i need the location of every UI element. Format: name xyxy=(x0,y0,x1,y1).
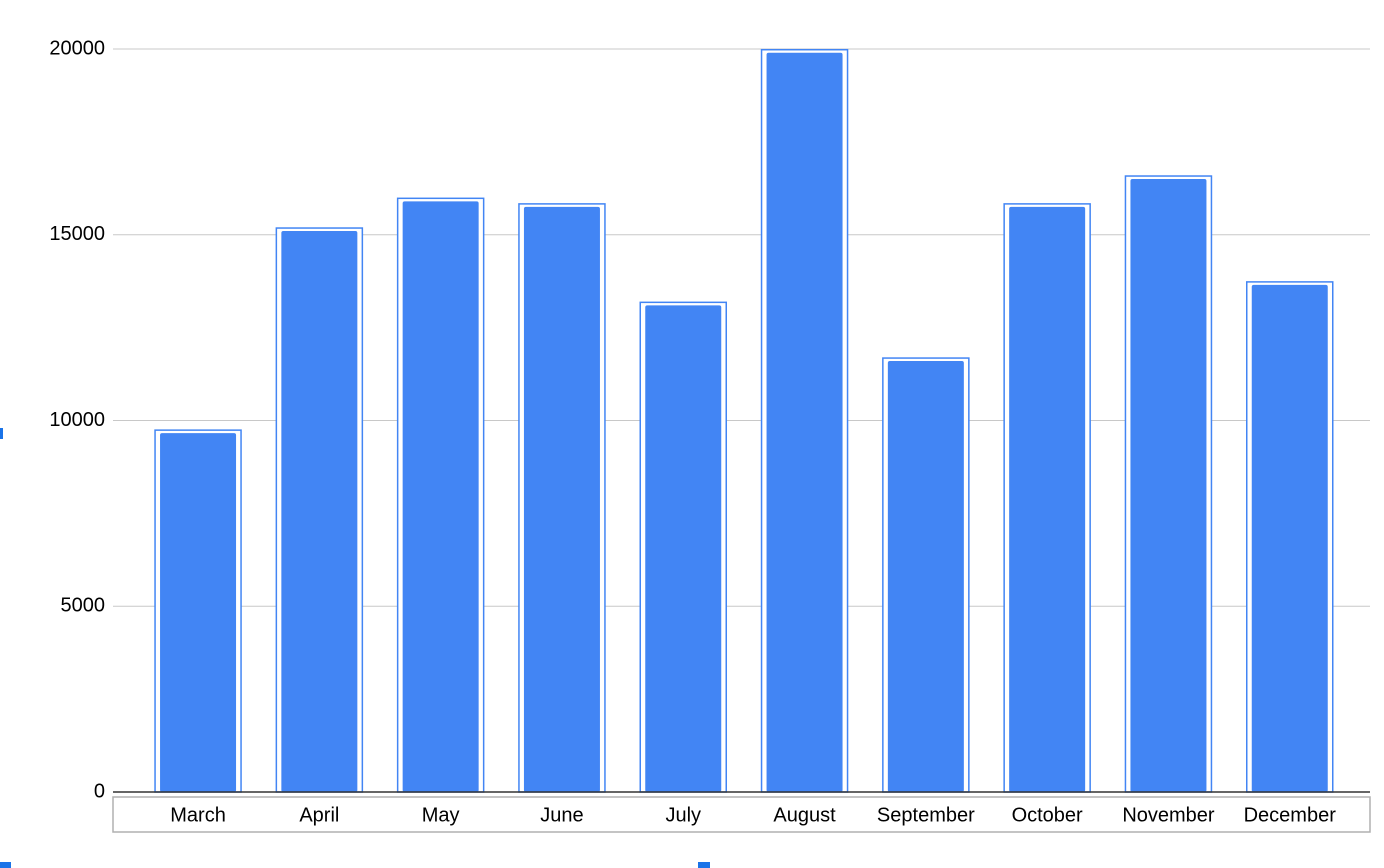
bar-group xyxy=(1003,203,1091,793)
bar xyxy=(645,305,722,792)
y-tick-label: 10000 xyxy=(49,409,105,431)
bar xyxy=(1130,179,1207,792)
bar-group xyxy=(396,197,485,793)
y-tick-label: 15000 xyxy=(49,223,105,245)
bar xyxy=(1009,206,1086,792)
bar xyxy=(766,52,843,792)
bar-group xyxy=(882,357,970,793)
x-tick-label: April xyxy=(299,804,339,826)
y-tick-label: 20000 xyxy=(49,37,105,59)
x-axis-box xyxy=(112,796,1371,833)
selection-handle xyxy=(0,862,11,868)
x-tick-label: December xyxy=(1244,804,1337,826)
x-tick-label: October xyxy=(1012,804,1083,826)
x-tick-label: March xyxy=(170,804,226,826)
x-tick-label: August xyxy=(773,804,836,826)
bar-group xyxy=(1124,175,1213,793)
bar-group xyxy=(639,301,727,793)
x-tick-label: June xyxy=(540,804,583,826)
bar xyxy=(281,231,358,792)
selection-handle xyxy=(0,428,3,439)
y-tick-label: 5000 xyxy=(61,595,106,617)
x-tick-label: November xyxy=(1122,804,1215,826)
bar xyxy=(1251,284,1328,792)
bar xyxy=(523,206,600,792)
bar-group xyxy=(760,48,849,793)
bar xyxy=(160,433,237,792)
bar-group xyxy=(275,227,364,793)
x-tick-label: September xyxy=(877,804,975,826)
bar-group xyxy=(1246,281,1334,793)
selection-handle xyxy=(698,862,710,868)
bar-group xyxy=(518,203,606,793)
bar xyxy=(402,201,479,792)
bar-group xyxy=(154,429,242,793)
x-tick-label: May xyxy=(422,804,460,826)
x-tick-label: July xyxy=(665,804,701,826)
y-tick-label: 0 xyxy=(94,780,105,802)
bar xyxy=(887,361,964,792)
